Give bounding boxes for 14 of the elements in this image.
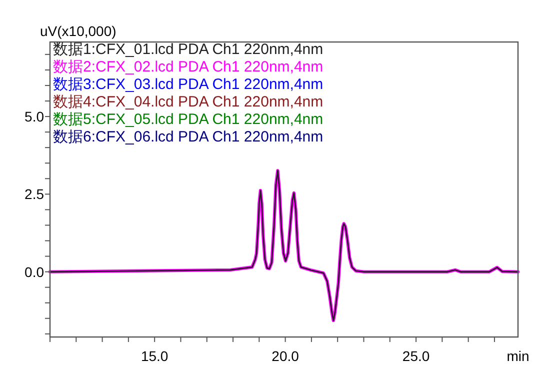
y-tick-label: 0.0 — [24, 264, 44, 280]
text: 数据2:CFX_02.lcd PDA Ch1 220nm,4nm — [53, 58, 324, 76]
x-tick-label: 20.0 — [272, 348, 300, 364]
y-tick-label: 5.0 — [24, 108, 44, 125]
x-tick-label: 15.0 — [140, 348, 168, 364]
x-axis-title: min — [506, 348, 530, 364]
legend-label: 数据5:CFX_05.lcd PDA Ch1 220nm,4nm — [53, 111, 324, 128]
legend-label: 数据4:CFX_04.lcd PDA Ch1 220nm,4nm — [53, 94, 324, 110]
x-tick-label: 25.0 — [402, 348, 430, 364]
y-tick-label: 2.5 — [24, 186, 44, 202]
y-axis-title: uV(x10,000) — [40, 23, 116, 39]
text: 数据1:CFX_01.lcd PDA Ch1 220nm,4nm — [53, 41, 324, 58]
legend-label: 数据6:CFX_06.lcd PDA Ch1 220nm,4nm — [53, 128, 324, 146]
legend-label: 数据3:CFX_03.lcd PDA Ch1 220nm,4nm — [53, 76, 324, 93]
